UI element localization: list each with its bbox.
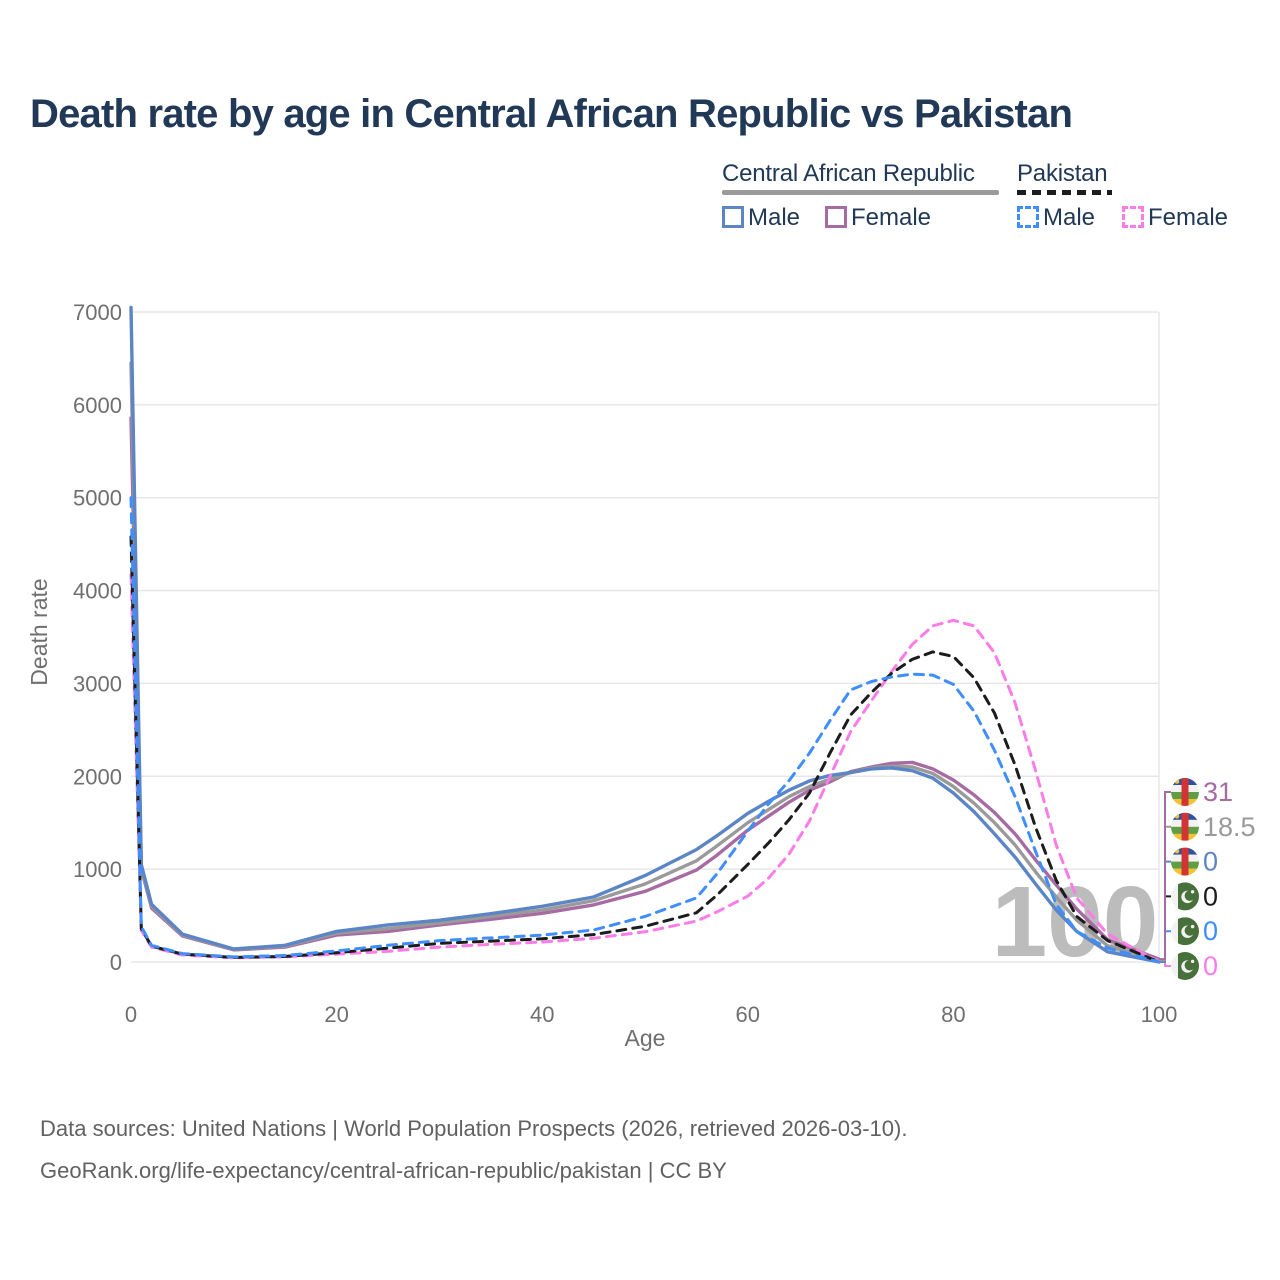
car-male-swatch-icon[interactable] (722, 206, 744, 228)
x-axis-tick-label: 80 (941, 1002, 965, 1027)
legend-item-pakistan-male[interactable]: Male (1043, 204, 1096, 231)
x-axis-tick-label: 40 (530, 1002, 554, 1027)
pakistan-female-swatch-icon[interactable] (1122, 206, 1144, 228)
endpoint-value-label: 18.5 (1203, 812, 1256, 842)
central-african-republic-flag-icon (1171, 847, 1199, 876)
pakistan-male-swatch-icon[interactable] (1017, 206, 1039, 228)
pakistan-flag-icon (1171, 952, 1199, 980)
x-axis-tick-label: 20 (324, 1002, 348, 1027)
legend-item-car-female[interactable]: Female (851, 204, 932, 231)
endpoint-value-label: 0 (1203, 881, 1218, 911)
endpoint-value-label: 0 (1203, 847, 1218, 877)
central-african-republic-flag-icon (1171, 812, 1199, 841)
footer: Data sources: United Nations | World Pop… (40, 1108, 907, 1192)
endpoint-leader-line (1159, 791, 1171, 961)
y-axis-title: Death rate (26, 578, 52, 685)
x-axis-tick-label: 60 (736, 1002, 760, 1027)
legend-item-pakistan-female[interactable]: Female (1148, 204, 1229, 231)
x-axis-tick-label: 100 (1141, 1002, 1178, 1027)
watermark: 100 (992, 866, 1159, 978)
y-axis-tick-label: 4000 (73, 579, 122, 604)
legend-group-car-label: Central African Republic (722, 160, 975, 187)
endpoint-value-label: 0 (1203, 916, 1218, 946)
legend-item-car-male[interactable]: Male (748, 204, 801, 231)
car-solid-line-icon (722, 190, 999, 195)
x-axis-tick-label: 0 (125, 1002, 137, 1027)
x-axis-title: Age (625, 1025, 666, 1051)
series-line-central-african-republic-male (129, 305, 1161, 964)
series-line-pakistan-female (129, 573, 1161, 964)
endpoint-value-label: 0 (1203, 951, 1218, 981)
pakistan-flag-icon (1171, 882, 1199, 911)
footer-attribution: GeoRank.org/life-expectancy/central-afri… (40, 1158, 727, 1183)
central-african-republic-flag-icon (1171, 778, 1199, 806)
pakistan-flag-icon (1171, 917, 1199, 946)
y-axis-tick-label: 2000 (73, 764, 122, 789)
y-axis-tick-label: 6000 (73, 393, 122, 418)
y-axis-tick-label: 3000 (73, 671, 122, 696)
legend-group-pakistan-label: Pakistan (1017, 160, 1108, 187)
endpoint-value-label: 31 (1203, 777, 1233, 807)
y-axis-tick-label: 7000 (73, 300, 122, 325)
y-axis-tick-label: 1000 (73, 857, 122, 882)
car-female-swatch-icon[interactable] (825, 206, 847, 228)
series-line-pakistan-both-sexes (129, 535, 1161, 964)
pakistan-dashed-line-icon (1017, 190, 1112, 195)
y-axis-tick-label: 0 (110, 950, 122, 975)
y-axis-tick-label: 5000 (73, 486, 122, 511)
series-line-pakistan-male (129, 496, 1161, 964)
page-title: Death rate by age in Central African Rep… (30, 92, 1073, 136)
footer-data-sources: Data sources: United Nations | World Pop… (40, 1116, 908, 1141)
